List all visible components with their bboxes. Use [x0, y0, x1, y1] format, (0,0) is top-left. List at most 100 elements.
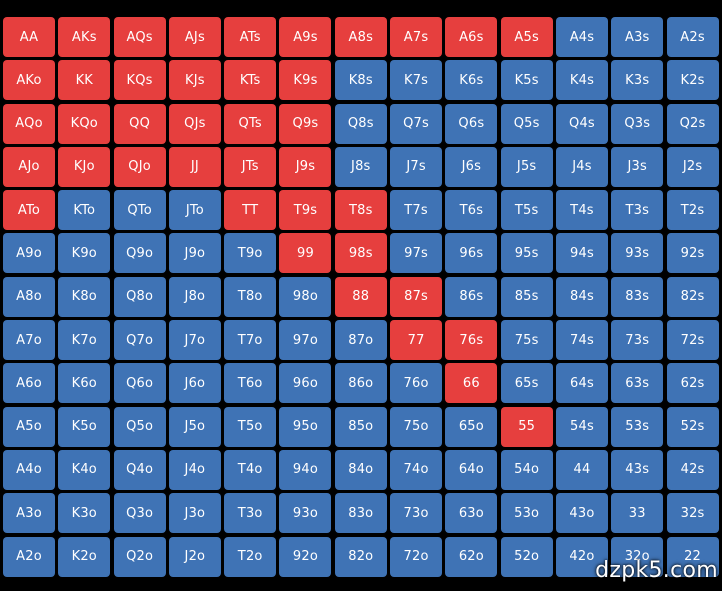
- hand-cell-j9s: J9s: [279, 146, 332, 187]
- hand-cell-t5s: T5s: [500, 190, 553, 231]
- hand-cell-a8o: A8o: [3, 276, 55, 317]
- hand-cell-t8o: T8o: [224, 276, 277, 317]
- hand-cell-87s: 87s: [390, 276, 443, 317]
- hand-cell-22: 22: [666, 536, 719, 577]
- hand-cell-43s: 43s: [611, 449, 664, 490]
- hand-cell-q3o: Q3o: [113, 493, 166, 534]
- hand-cell-52s: 52s: [666, 406, 719, 447]
- hand-cell-73s: 73s: [611, 320, 664, 361]
- hand-cell-a5o: A5o: [3, 406, 55, 447]
- hand-cell-a7o: A7o: [3, 320, 55, 361]
- hand-cell-ako: AKo: [3, 60, 55, 101]
- hand-cell-t3o: T3o: [224, 493, 277, 534]
- hand-cell-33: 33: [611, 493, 664, 534]
- hand-cell-93o: 93o: [279, 493, 332, 534]
- hand-cell-t2o: T2o: [224, 536, 277, 577]
- hand-cell-72o: 72o: [390, 536, 443, 577]
- hand-cell-k5o: K5o: [58, 406, 111, 447]
- hand-cell-74s: 74s: [555, 320, 608, 361]
- hand-cell-q5s: Q5s: [500, 103, 553, 144]
- hand-cell-j6s: J6s: [445, 146, 498, 187]
- hand-cell-65s: 65s: [500, 363, 553, 404]
- hand-cell-t2s: T2s: [666, 190, 719, 231]
- hand-cell-aqs: AQs: [113, 17, 166, 57]
- hand-cell-q8o: Q8o: [113, 276, 166, 317]
- hand-cell-ajo: AJo: [3, 146, 55, 187]
- hand-cell-jj: JJ: [168, 146, 221, 187]
- hand-cell-a3s: A3s: [611, 17, 664, 57]
- hand-cell-95o: 95o: [279, 406, 332, 447]
- hand-cell-k7o: K7o: [58, 320, 111, 361]
- hand-cell-q6o: Q6o: [113, 363, 166, 404]
- hand-cell-q2s: Q2s: [666, 103, 719, 144]
- hand-cell-k2s: K2s: [666, 60, 719, 101]
- hand-cell-j5s: J5s: [500, 146, 553, 187]
- hand-cell-kto: KTo: [58, 190, 111, 231]
- hand-cell-q2o: Q2o: [113, 536, 166, 577]
- hand-cell-aa: AA: [3, 17, 55, 57]
- hand-cell-85s: 85s: [500, 276, 553, 317]
- hand-cell-q4s: Q4s: [555, 103, 608, 144]
- hand-cell-66: 66: [445, 363, 498, 404]
- hand-cell-83s: 83s: [611, 276, 664, 317]
- hand-cell-t8s: T8s: [334, 190, 387, 231]
- hand-cell-86o: 86o: [334, 363, 387, 404]
- hand-cell-q9s: Q9s: [279, 103, 332, 144]
- hand-cell-j3s: J3s: [611, 146, 664, 187]
- hand-cell-jto: JTo: [168, 190, 221, 231]
- hand-cell-63s: 63s: [611, 363, 664, 404]
- hand-cell-42s: 42s: [666, 449, 719, 490]
- hand-cell-86s: 86s: [445, 276, 498, 317]
- hand-cell-k2o: K2o: [58, 536, 111, 577]
- hand-cell-qq: QQ: [113, 103, 166, 144]
- hand-cell-55: 55: [500, 406, 553, 447]
- hand-cell-32o: 32o: [611, 536, 664, 577]
- hand-cell-96o: 96o: [279, 363, 332, 404]
- hand-cell-k4o: K4o: [58, 449, 111, 490]
- hand-cell-t6s: T6s: [445, 190, 498, 231]
- hand-cell-a8s: A8s: [334, 17, 387, 57]
- hand-cell-k3s: K3s: [611, 60, 664, 101]
- hand-cell-a9o: A9o: [3, 233, 55, 274]
- hand-cell-98s: 98s: [334, 233, 387, 274]
- hand-cell-kqo: KQo: [58, 103, 111, 144]
- hand-cell-kjo: KJo: [58, 146, 111, 187]
- hand-cell-a6s: A6s: [445, 17, 498, 57]
- hand-cell-kjs: KJs: [168, 60, 221, 101]
- hand-cell-t9s: T9s: [279, 190, 332, 231]
- hand-cell-a5s: A5s: [500, 17, 553, 57]
- hand-cell-97s: 97s: [390, 233, 443, 274]
- hand-cell-99: 99: [279, 233, 332, 274]
- hand-cell-a4s: A4s: [555, 17, 608, 57]
- hand-cell-ato: ATo: [3, 190, 55, 231]
- hand-cell-62o: 62o: [445, 536, 498, 577]
- hand-cell-92o: 92o: [279, 536, 332, 577]
- hand-cell-85o: 85o: [334, 406, 387, 447]
- hand-cell-aqo: AQo: [3, 103, 55, 144]
- watermark: dzpk5.com: [595, 558, 718, 583]
- hand-cell-44: 44: [555, 449, 608, 490]
- hand-cell-64s: 64s: [555, 363, 608, 404]
- hand-cell-54o: 54o: [500, 449, 553, 490]
- hand-cell-q6s: Q6s: [445, 103, 498, 144]
- hand-cell-qto: QTo: [113, 190, 166, 231]
- hand-cell-kts: KTs: [224, 60, 277, 101]
- hand-cell-95s: 95s: [500, 233, 553, 274]
- hand-cell-j4s: J4s: [555, 146, 608, 187]
- hand-cell-qts: QTs: [224, 103, 277, 144]
- hand-cell-j6o: J6o: [168, 363, 221, 404]
- hand-cell-j5o: J5o: [168, 406, 221, 447]
- hand-cell-k6o: K6o: [58, 363, 111, 404]
- hand-cell-k8o: K8o: [58, 276, 111, 317]
- hand-cell-76o: 76o: [390, 363, 443, 404]
- hand-cell-k3o: K3o: [58, 493, 111, 534]
- hand-cell-a2o: A2o: [3, 536, 55, 577]
- hand-cell-74o: 74o: [390, 449, 443, 490]
- hand-cell-k6s: K6s: [445, 60, 498, 101]
- hand-cell-a9s: A9s: [279, 17, 332, 57]
- hand-cell-84s: 84s: [555, 276, 608, 317]
- hand-cell-72s: 72s: [666, 320, 719, 361]
- hand-cell-43o: 43o: [555, 493, 608, 534]
- hand-cell-94o: 94o: [279, 449, 332, 490]
- hand-cell-t9o: T9o: [224, 233, 277, 274]
